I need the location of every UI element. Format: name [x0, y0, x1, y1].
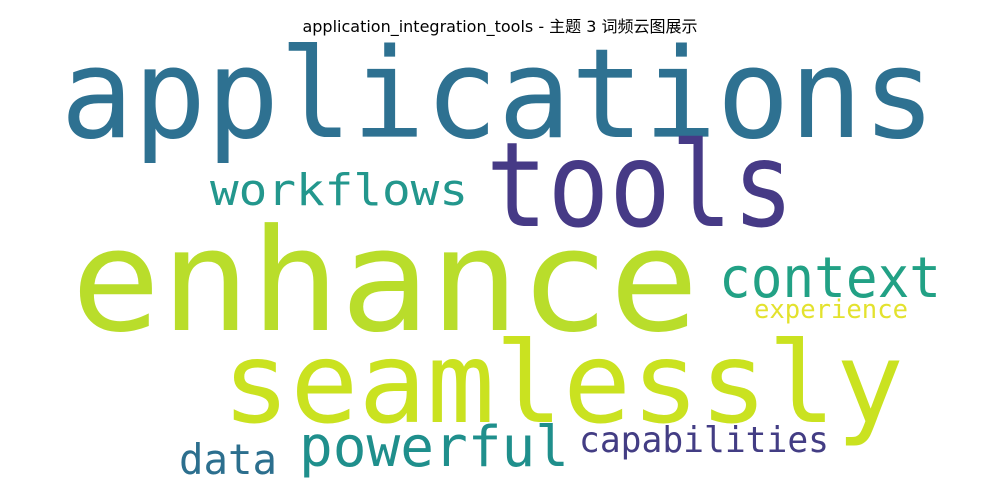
word-tools: tools: [486, 116, 794, 254]
word-enhance: enhance: [71, 199, 699, 364]
chart-title: application_integration_tools - 主题 3 词频云…: [302, 17, 698, 36]
word-data: data: [179, 435, 277, 484]
word-workflows: workflows: [210, 165, 468, 216]
word-context: context: [719, 246, 941, 311]
word-capabilities: capabilities: [579, 420, 829, 461]
word-applications: applications: [61, 23, 936, 167]
word-experience: experience: [754, 295, 908, 325]
word-seamlessly: seamlessly: [222, 319, 904, 449]
word-powerful: powerful: [299, 415, 569, 480]
